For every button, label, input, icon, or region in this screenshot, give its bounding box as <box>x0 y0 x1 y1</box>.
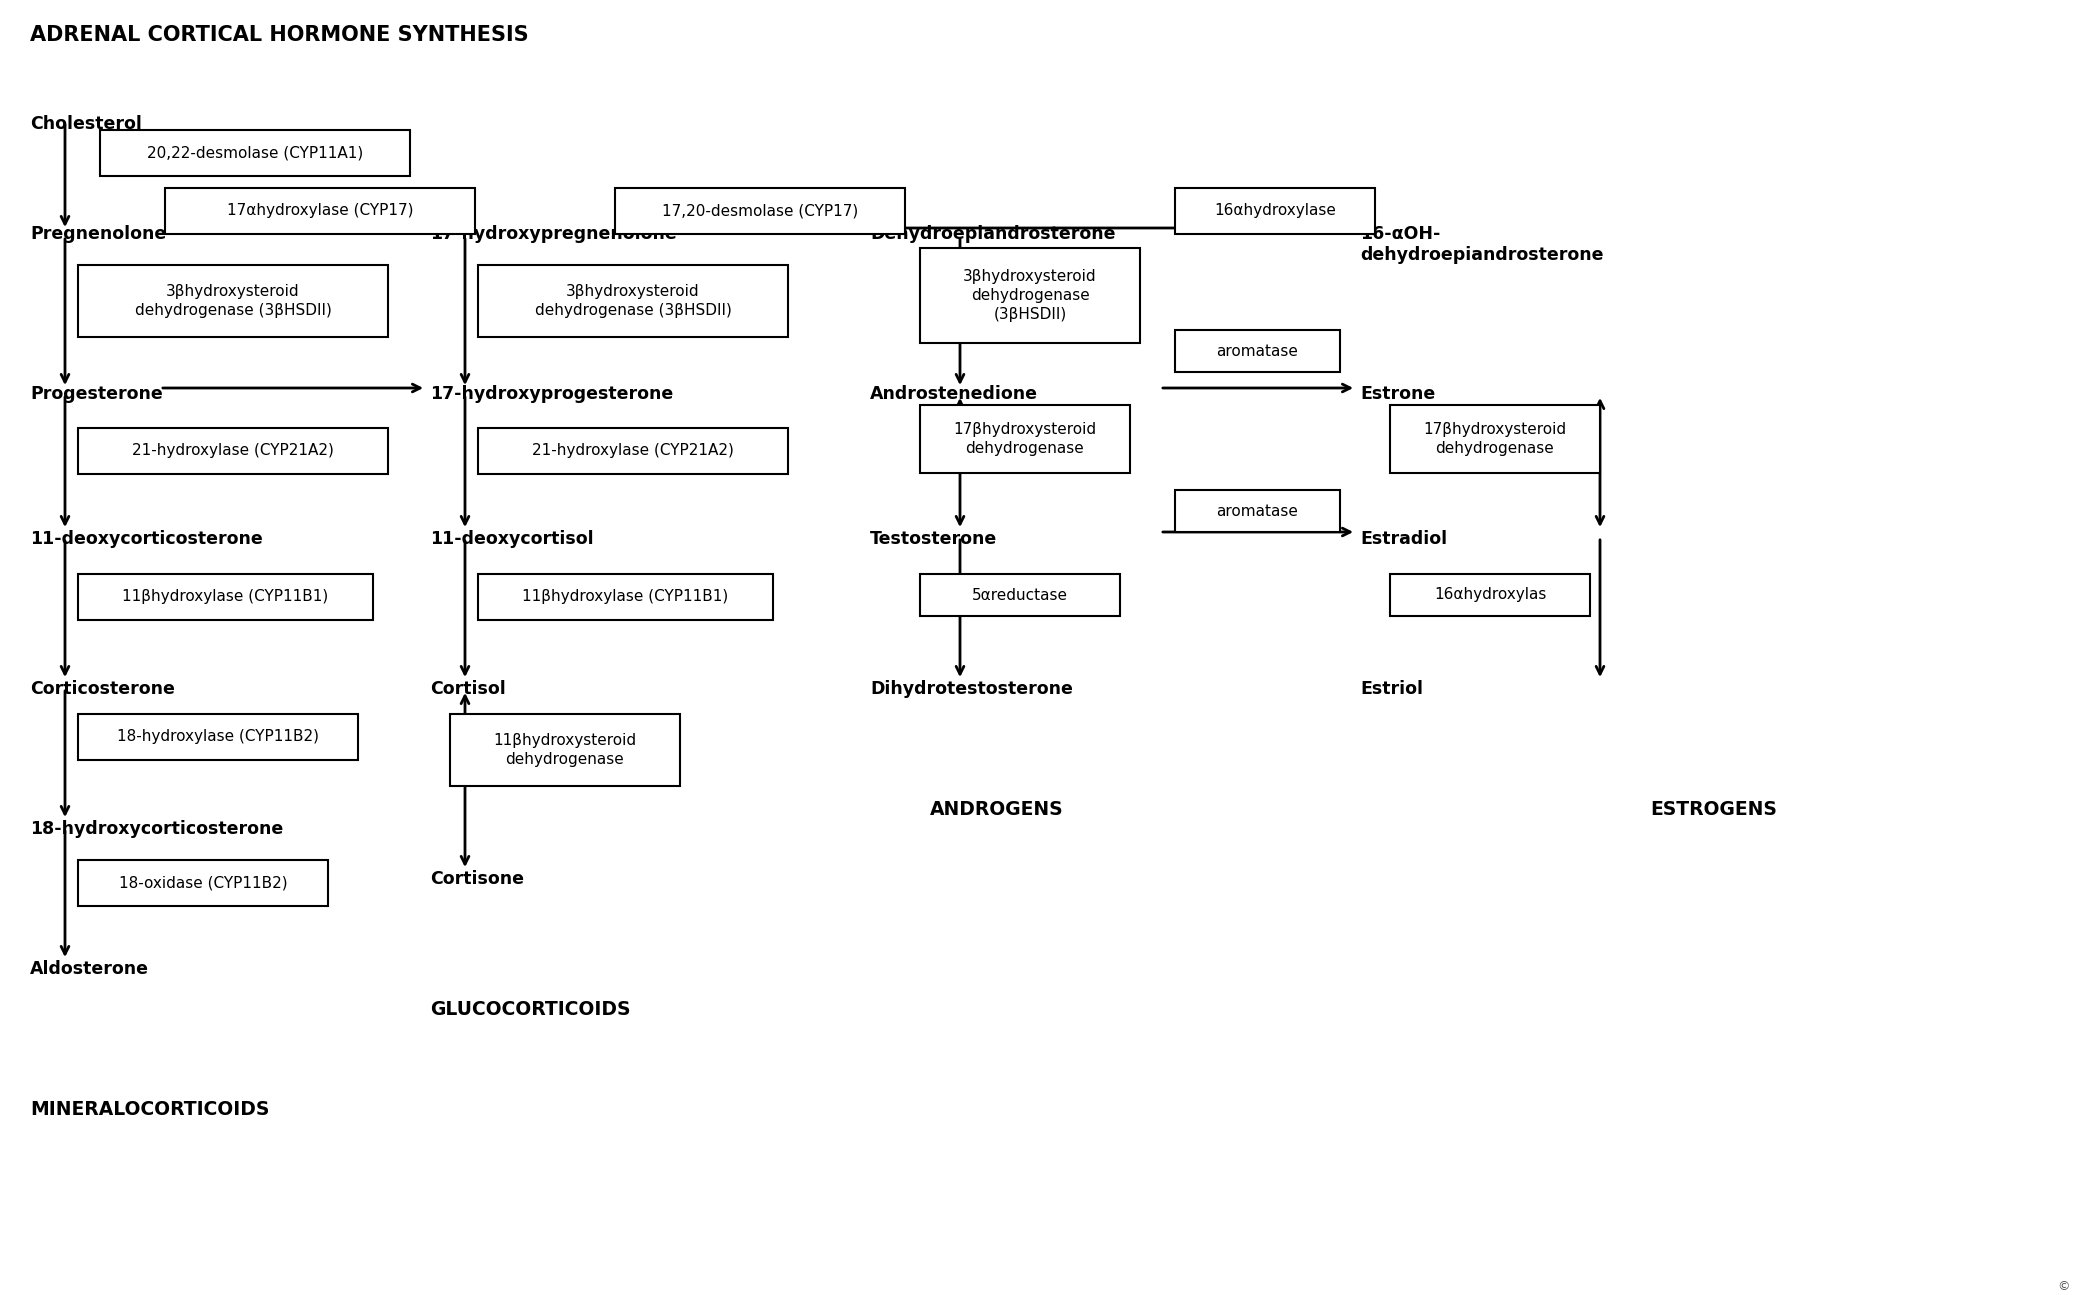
Text: 21-hydroxylase (CYP21A2): 21-hydroxylase (CYP21A2) <box>132 443 334 458</box>
Text: Dehydroepiandrosterone: Dehydroepiandrosterone <box>869 225 1115 243</box>
Text: 20,22-desmolase (CYP11A1): 20,22-desmolase (CYP11A1) <box>147 145 363 161</box>
Text: 17-hydroxyprogesterone: 17-hydroxyprogesterone <box>430 385 674 403</box>
Text: 11βhydroxysteroid
dehydrogenase: 11βhydroxysteroid dehydrogenase <box>494 733 636 767</box>
Bar <box>1390 405 1600 473</box>
Text: aromatase: aromatase <box>1216 504 1298 518</box>
Bar <box>479 429 788 474</box>
Text: 11-deoxycorticosterone: 11-deoxycorticosterone <box>29 530 262 548</box>
Text: 3βhydroxysteroid
dehydrogenase (3βHSDII): 3βhydroxysteroid dehydrogenase (3βHSDII) <box>536 284 731 317</box>
Text: Estrone: Estrone <box>1361 385 1434 403</box>
Text: 11-deoxycortisol: 11-deoxycortisol <box>430 530 594 548</box>
Text: 21-hydroxylase (CYP21A2): 21-hydroxylase (CYP21A2) <box>531 443 733 458</box>
Bar <box>78 429 388 474</box>
Text: 16-αOH-
dehydroepiandrosterone: 16-αOH- dehydroepiandrosterone <box>1361 225 1604 264</box>
Text: MINERALOCORTICOIDS: MINERALOCORTICOIDS <box>29 1099 269 1119</box>
Text: 17-hydroxypregnenolone: 17-hydroxypregnenolone <box>430 225 676 243</box>
Bar <box>1390 574 1590 616</box>
Text: Pregnenolone: Pregnenolone <box>29 225 166 243</box>
Bar <box>166 188 475 234</box>
Text: 5αreductase: 5αreductase <box>972 588 1069 602</box>
Text: 3βhydroxysteroid
dehydrogenase (3βHSDII): 3βhydroxysteroid dehydrogenase (3βHSDII) <box>134 284 332 317</box>
Text: 18-oxidase (CYP11B2): 18-oxidase (CYP11B2) <box>120 875 288 891</box>
Bar <box>449 714 680 786</box>
Bar <box>1176 330 1340 372</box>
Text: Testosterone: Testosterone <box>869 530 998 548</box>
Text: ©: © <box>2058 1279 2071 1292</box>
Text: Estriol: Estriol <box>1361 680 1424 698</box>
Bar <box>1176 188 1376 234</box>
Bar <box>78 265 388 337</box>
Bar <box>78 714 357 760</box>
Text: ADRENAL CORTICAL HORMONE SYNTHESIS: ADRENAL CORTICAL HORMONE SYNTHESIS <box>29 25 529 45</box>
Text: Estradiol: Estradiol <box>1361 530 1447 548</box>
Text: ESTROGENS: ESTROGENS <box>1651 800 1777 818</box>
Text: 17,20-desmolase (CYP17): 17,20-desmolase (CYP17) <box>662 203 859 219</box>
Bar <box>78 574 374 620</box>
Text: GLUCOCORTICOIDS: GLUCOCORTICOIDS <box>430 1000 630 1019</box>
Text: 3βhydroxysteroid
dehydrogenase
(3βHSDII): 3βhydroxysteroid dehydrogenase (3βHSDII) <box>964 269 1096 321</box>
Text: Dihydrotestosterone: Dihydrotestosterone <box>869 680 1073 698</box>
Text: aromatase: aromatase <box>1216 343 1298 359</box>
Text: 17βhydroxysteroid
dehydrogenase: 17βhydroxysteroid dehydrogenase <box>1424 422 1567 456</box>
Bar <box>920 249 1140 343</box>
Text: Cholesterol: Cholesterol <box>29 115 143 133</box>
Bar <box>101 130 410 176</box>
Bar <box>920 405 1130 473</box>
Text: 16αhydroxylase: 16αhydroxylase <box>1214 203 1336 219</box>
Bar <box>920 574 1119 616</box>
Text: Androstenedione: Androstenedione <box>869 385 1037 403</box>
Text: Aldosterone: Aldosterone <box>29 960 149 978</box>
Text: 16αhydroxylas: 16αhydroxylas <box>1434 588 1546 602</box>
Text: 18-hydroxycorticosterone: 18-hydroxycorticosterone <box>29 820 284 838</box>
Bar <box>479 574 773 620</box>
Text: 18-hydroxylase (CYP11B2): 18-hydroxylase (CYP11B2) <box>118 729 319 745</box>
Bar <box>78 860 328 906</box>
Bar <box>479 265 788 337</box>
Bar <box>1176 490 1340 532</box>
Text: 17αhydroxylase (CYP17): 17αhydroxylase (CYP17) <box>227 203 414 219</box>
Text: 11βhydroxylase (CYP11B1): 11βhydroxylase (CYP11B1) <box>523 589 729 605</box>
Text: 17βhydroxysteroid
dehydrogenase: 17βhydroxysteroid dehydrogenase <box>953 422 1096 456</box>
Bar <box>615 188 905 234</box>
Text: 11βhydroxylase (CYP11B1): 11βhydroxylase (CYP11B1) <box>122 589 328 605</box>
Text: Cortisol: Cortisol <box>430 680 506 698</box>
Text: Corticosterone: Corticosterone <box>29 680 174 698</box>
Text: Cortisone: Cortisone <box>430 870 525 888</box>
Text: Progesterone: Progesterone <box>29 385 164 403</box>
Text: ANDROGENS: ANDROGENS <box>930 800 1063 818</box>
